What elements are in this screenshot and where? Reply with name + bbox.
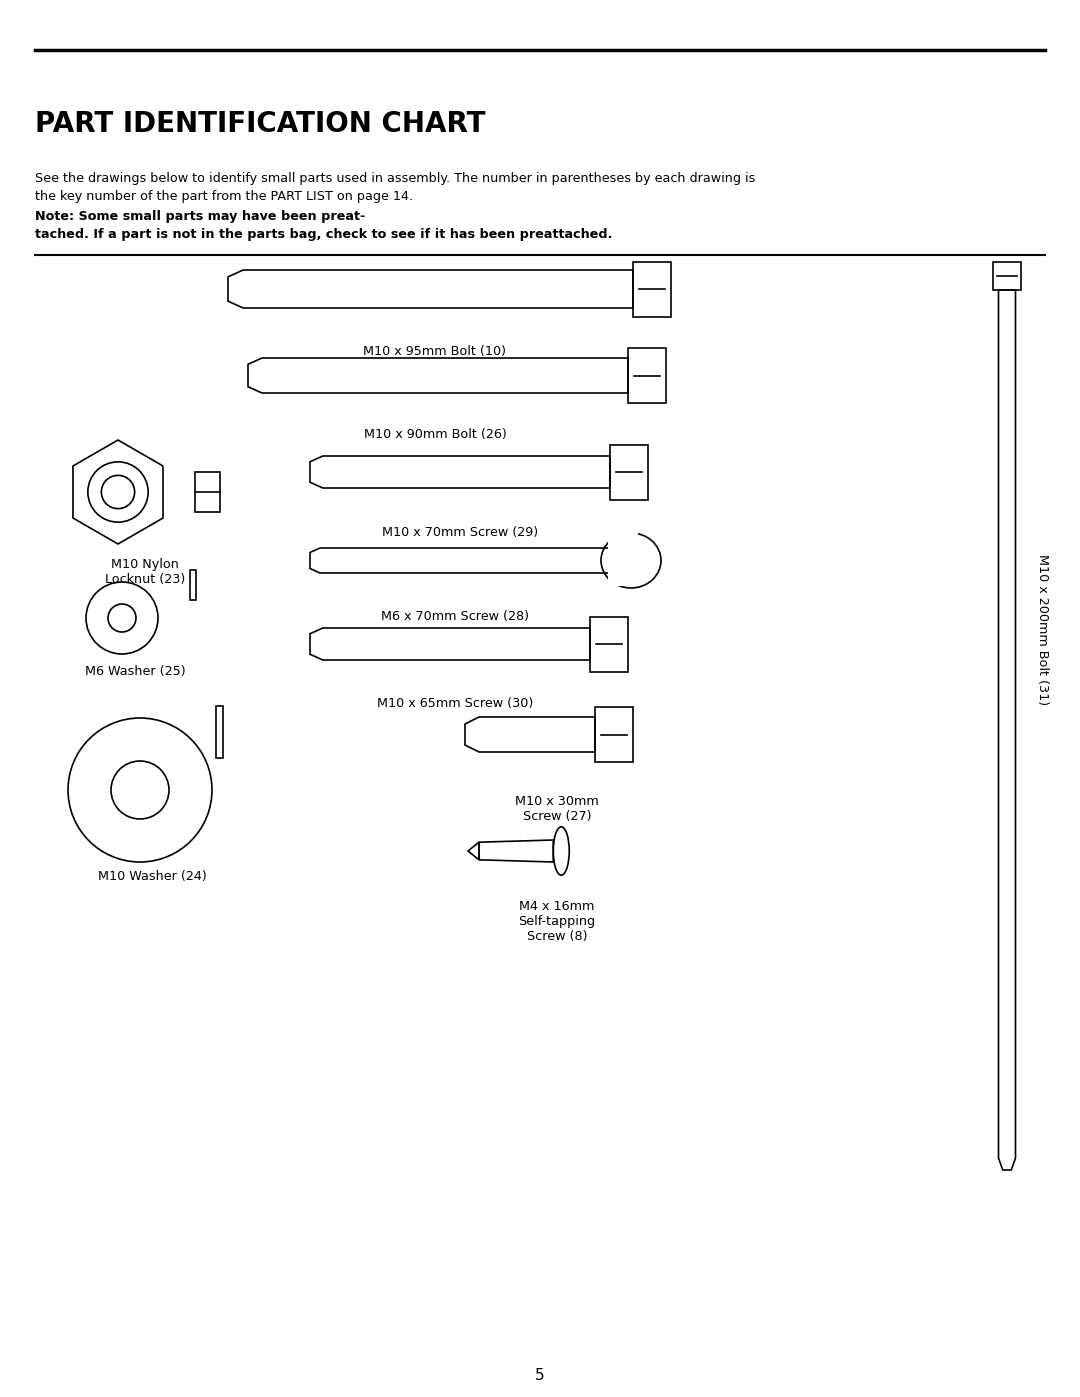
- Text: PART IDENTIFICATION CHART: PART IDENTIFICATION CHART: [35, 110, 486, 138]
- Text: Note: Some small parts may have been preat-
tached. If a part is not in the part: Note: Some small parts may have been pre…: [35, 210, 612, 242]
- Text: M10 x 65mm Screw (30): M10 x 65mm Screw (30): [377, 697, 534, 710]
- Bar: [608, 506, 638, 585]
- Bar: [190, 570, 195, 599]
- Bar: [595, 707, 633, 761]
- Text: M10 x 200mm Bolt (31): M10 x 200mm Bolt (31): [1036, 555, 1049, 705]
- Text: M10 x 95mm Bolt (10): M10 x 95mm Bolt (10): [364, 345, 507, 358]
- Bar: [627, 348, 666, 402]
- Text: See the drawings below to identify small parts used in assembly. The number in p: See the drawings below to identify small…: [35, 172, 755, 203]
- Text: 5: 5: [536, 1368, 544, 1383]
- Bar: [993, 263, 1021, 291]
- Text: M10 Nylon
Locknut (23): M10 Nylon Locknut (23): [105, 557, 185, 585]
- Text: M6 Washer (25): M6 Washer (25): [84, 665, 186, 678]
- Text: M10 x 30mm
Screw (27): M10 x 30mm Screw (27): [515, 795, 599, 823]
- Text: M10 Washer (24): M10 Washer (24): [97, 870, 206, 883]
- Bar: [633, 261, 671, 317]
- Text: M6 x 70mm Screw (28): M6 x 70mm Screw (28): [381, 610, 529, 623]
- Bar: [216, 705, 222, 759]
- Bar: [590, 616, 627, 672]
- Text: M10 x 90mm Bolt (26): M10 x 90mm Bolt (26): [364, 427, 507, 441]
- Text: M10 x 70mm Screw (29): M10 x 70mm Screw (29): [382, 527, 538, 539]
- Bar: [195, 472, 220, 511]
- Text: M4 x 16mm
Self-tapping
Screw (8): M4 x 16mm Self-tapping Screw (8): [518, 900, 595, 943]
- Bar: [610, 444, 648, 500]
